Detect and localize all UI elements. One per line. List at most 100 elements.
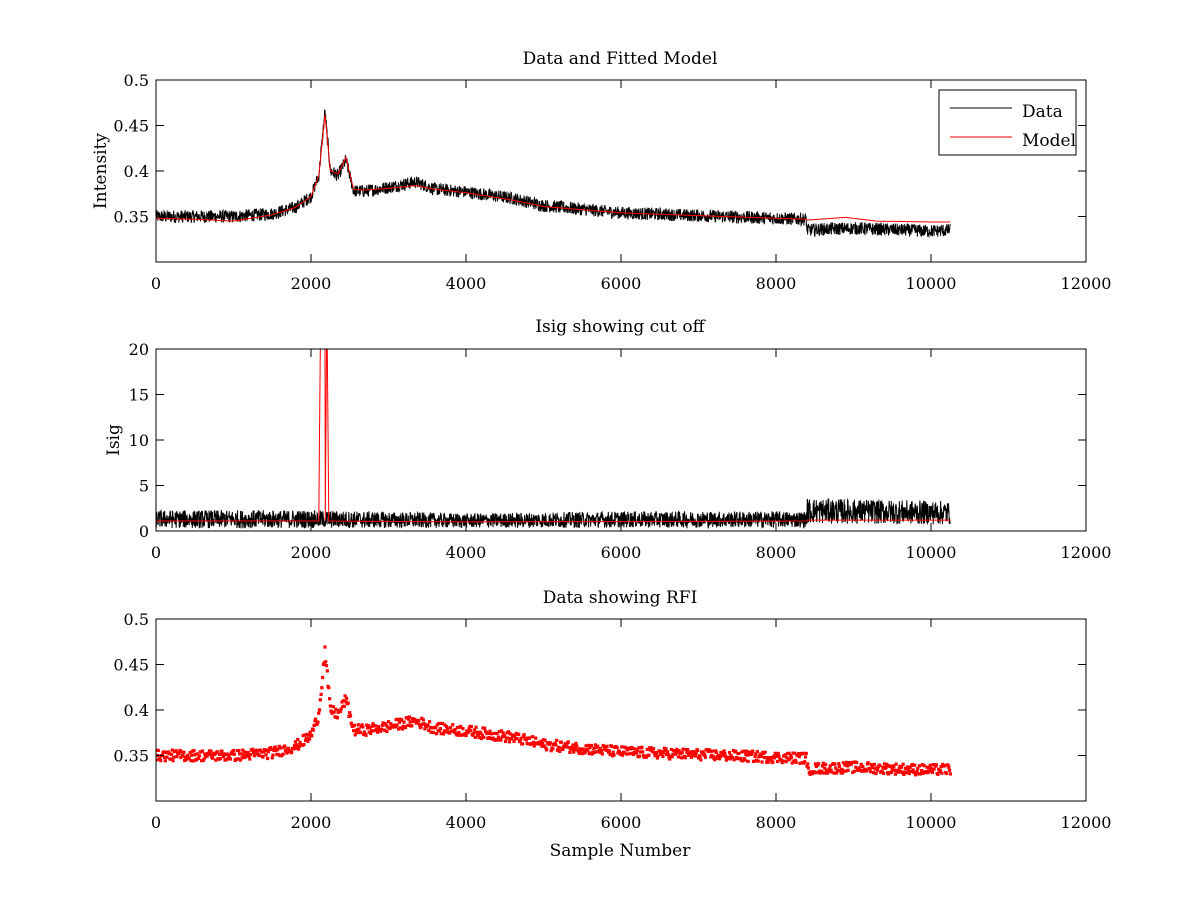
rfi-marker (238, 758, 243, 762)
rfi-marker (586, 743, 591, 747)
rfi-marker (279, 746, 283, 750)
rfi-marker (495, 731, 499, 736)
rfi-marker (689, 755, 694, 759)
rfi-marker (180, 750, 184, 754)
rfi-marker (227, 753, 231, 757)
rfi-marker (184, 758, 188, 762)
rfi-marker (934, 763, 938, 767)
rfi-marker (844, 769, 848, 773)
rfi-marker (218, 757, 222, 761)
rfi-marker (693, 754, 697, 758)
y-tick-label: 0.5 (124, 610, 149, 629)
rfi-marker (541, 741, 545, 746)
rfi-marker (866, 761, 870, 765)
rfi-marker (904, 771, 908, 775)
rfi-marker (534, 736, 538, 740)
rfi-marker (572, 750, 576, 754)
y-tick-label: 0.45 (113, 117, 149, 136)
rfi-marker (231, 748, 236, 753)
rfi-marker (881, 765, 885, 769)
rfi-marker (827, 770, 831, 774)
rfi-marker (875, 768, 880, 772)
rfi-marker (191, 759, 195, 763)
rfi-marker (717, 757, 721, 761)
rfi-marker (376, 730, 380, 734)
x-tick-label: 8000 (756, 274, 797, 293)
rfi-marker (894, 762, 898, 766)
rfi-marker (790, 761, 794, 765)
rfi-marker (172, 755, 176, 759)
rfi-marker (441, 722, 445, 726)
rfi-marker (273, 745, 277, 749)
rfi-marker (370, 724, 374, 728)
rfi-marker (943, 763, 947, 768)
rfi-marker (304, 736, 308, 740)
rfi-marker (349, 721, 353, 725)
rfi-marker (538, 741, 542, 745)
rfi-marker (214, 758, 218, 762)
rfi-marker (900, 771, 904, 775)
panel2-plot-area: 0 2000 4000 6000 8000 10000 12000 0 5 10 15 20 (129, 340, 1112, 562)
rfi-marker (419, 725, 423, 729)
rfi-marker (872, 771, 876, 775)
rfi-marker (218, 752, 222, 756)
rfi-marker (849, 762, 853, 766)
rfi-marker (371, 722, 375, 726)
legend-box (938, 89, 1077, 156)
panel3-plot-area: 0 2000 4000 6000 8000 10000 12000 0.35 0.4 0.45 0.… (113, 610, 1111, 832)
rfi-marker (572, 748, 577, 752)
rfi-marker (455, 725, 460, 730)
rfi-marker (913, 763, 917, 767)
rfi-marker (776, 751, 780, 755)
rfi-marker (472, 728, 477, 732)
rfi-marker (417, 723, 422, 727)
rfi-marker (920, 769, 924, 773)
rfi-marker (524, 736, 528, 740)
rfi-marker (624, 752, 628, 756)
rfi-marker (619, 751, 623, 756)
x-tick-label: 12000 (1061, 813, 1112, 832)
rfi-marker (896, 770, 901, 774)
rfi-marker (439, 732, 443, 736)
rfi-marker (343, 694, 347, 698)
rfi-marker (293, 740, 298, 744)
rfi-marker (759, 754, 763, 758)
rfi-marker (927, 769, 932, 773)
rfi-marker (269, 747, 274, 751)
rfi-marker (306, 739, 310, 743)
rfi-marker (737, 751, 741, 756)
rfi-marker (777, 754, 781, 759)
rfi-marker (441, 732, 446, 736)
rfi-marker (501, 731, 505, 735)
rfi-marker (758, 754, 762, 758)
rfi-marker (259, 748, 263, 752)
rfi-marker (352, 729, 356, 733)
rfi-marker (193, 753, 197, 757)
rfi-marker (438, 728, 442, 733)
rfi-marker (507, 730, 511, 734)
rfi-marker (696, 748, 700, 753)
rfi-marker (317, 708, 322, 712)
rfi-marker (325, 669, 329, 673)
rfi-marker (832, 771, 836, 775)
rfi-marker (518, 739, 522, 743)
rfi-marker (421, 718, 425, 722)
rfi-marker (479, 736, 484, 741)
rfi-marker (685, 750, 689, 754)
rfi-marker (834, 766, 838, 770)
rfi-marker (480, 733, 484, 737)
panel1-line-model (156, 114, 951, 223)
rfi-marker (576, 749, 580, 753)
rfi-marker (445, 725, 449, 729)
rfi-marker (335, 716, 339, 720)
rfi-marker (593, 750, 597, 755)
rfi-marker (641, 750, 645, 754)
rfi-marker (720, 754, 724, 758)
rfi-marker (784, 760, 788, 764)
rfi-marker (635, 748, 639, 752)
rfi-marker (459, 724, 463, 729)
rfi-marker (741, 759, 745, 763)
rfi-marker (882, 762, 887, 766)
rfi-marker (165, 755, 169, 759)
rfi-marker (803, 755, 808, 759)
